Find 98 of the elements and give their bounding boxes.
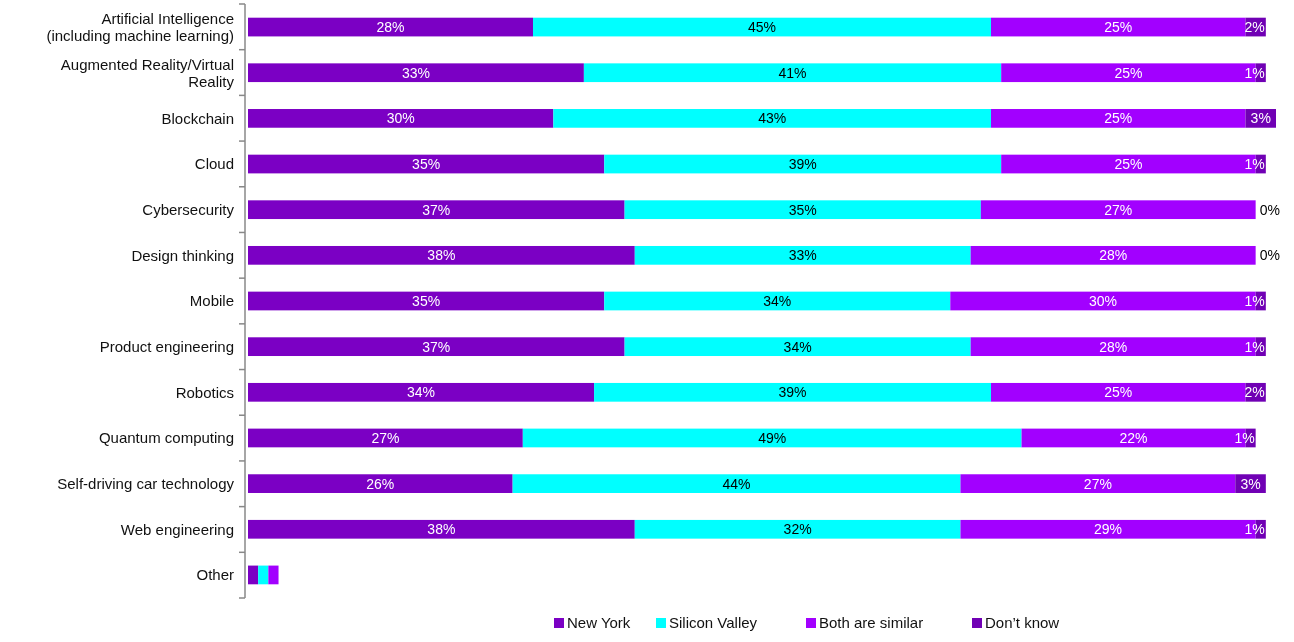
bar <box>604 154 1002 174</box>
bar <box>248 428 523 448</box>
bar <box>248 154 605 174</box>
data-label: 35% <box>788 201 817 218</box>
y-tick-label: Product engineering <box>99 337 234 355</box>
data-label: 25% <box>1104 384 1133 401</box>
data-label: 44% <box>722 475 751 492</box>
data-label: 2% <box>1244 384 1265 401</box>
data-label: 28% <box>376 18 405 35</box>
y-tick-label: Design thinking <box>131 246 234 264</box>
bar <box>624 337 971 357</box>
legend-label: Both are similar <box>819 614 924 631</box>
legend-label: New York <box>567 614 631 631</box>
data-label: 25% <box>1114 64 1143 81</box>
bar <box>980 200 1256 220</box>
bar <box>624 200 981 220</box>
bar <box>248 565 259 585</box>
data-label: 45% <box>747 18 777 35</box>
y-tick-label: Mobile <box>189 292 234 310</box>
bar <box>991 109 1246 128</box>
y-tick-label: Blockchain <box>161 109 234 127</box>
data-label: 1% <box>1244 64 1265 81</box>
y-tick-label: Robotics <box>175 383 234 401</box>
bar <box>634 519 961 539</box>
bar <box>970 245 1256 265</box>
bar <box>248 519 635 539</box>
y-tick-label: Cloud <box>194 155 234 173</box>
legend-label: Silicon Valley <box>669 614 758 631</box>
data-label: 27% <box>1104 201 1133 218</box>
bar <box>583 63 1002 83</box>
data-label: 26% <box>366 475 395 492</box>
data-label: 25% <box>1104 18 1133 35</box>
data-label: 3% <box>1250 110 1271 127</box>
y-tick-label: Web engineering <box>120 520 234 538</box>
bar <box>522 428 1022 448</box>
data-label: 39% <box>778 384 807 401</box>
data-label: 2% <box>1244 18 1265 35</box>
data-label: 35% <box>412 155 441 172</box>
data-label: 27% <box>371 429 400 446</box>
y-tick-label: Artificial Intelligence (including machine learning) <box>46 10 234 45</box>
bar <box>634 245 971 265</box>
bar <box>960 474 1236 493</box>
data-label: 43% <box>758 110 787 127</box>
data-label: 30% <box>1088 292 1117 309</box>
bar <box>991 382 1246 402</box>
bar <box>594 382 992 402</box>
data-label: 32% <box>783 521 812 538</box>
data-label: 1% <box>1244 155 1265 172</box>
data-label: 34% <box>763 292 792 309</box>
data-label: 34% <box>783 338 812 355</box>
y-tick-label: Self-driving car technology <box>57 474 235 492</box>
data-label: 1% <box>1244 338 1265 355</box>
bar <box>512 474 961 493</box>
data-label: 1% <box>1244 521 1265 538</box>
bar <box>248 63 584 83</box>
data-label: 30% <box>386 110 415 127</box>
bar <box>248 474 513 493</box>
bar <box>248 291 605 311</box>
data-label: 39% <box>788 155 817 172</box>
legend-label: Don’t know <box>985 614 1060 631</box>
data-label: 37% <box>422 338 451 355</box>
data-label: 38% <box>427 521 456 538</box>
y-tick-label: Augmented Reality/Virtual Reality <box>60 55 235 90</box>
bar <box>604 291 951 311</box>
data-label: 27% <box>1083 475 1112 492</box>
data-label: 3% <box>1240 475 1261 492</box>
data-label: 38% <box>427 247 456 264</box>
data-label: 41% <box>778 64 807 81</box>
bar <box>248 245 635 265</box>
data-label: 0% <box>1259 247 1280 264</box>
bar <box>248 337 625 357</box>
data-label: 33% <box>788 247 817 264</box>
bar <box>553 109 992 128</box>
data-label: 35% <box>412 292 441 309</box>
y-tick-label: Quantum computing <box>98 429 234 447</box>
y-tick-label: Other <box>196 566 234 584</box>
data-label: 1% <box>1234 429 1255 446</box>
bar <box>248 109 554 128</box>
bar <box>248 17 533 37</box>
bar <box>991 17 1246 37</box>
data-label: 29% <box>1094 521 1123 538</box>
data-label: 25% <box>1114 155 1143 172</box>
data-label: 33% <box>401 64 430 81</box>
data-label: 28% <box>1099 247 1128 264</box>
y-tick-label: Cybersecurity <box>142 200 235 218</box>
data-label: 1% <box>1244 292 1265 309</box>
data-label: 49% <box>758 429 787 446</box>
data-label: 0% <box>1259 201 1280 218</box>
bar <box>248 382 595 402</box>
data-label: 25% <box>1104 110 1133 127</box>
data-label: 22% <box>1119 429 1148 446</box>
data-label: 34% <box>407 384 436 401</box>
bar <box>268 565 279 585</box>
data-label: 28% <box>1099 338 1128 355</box>
bar <box>532 17 992 37</box>
data-label: 37% <box>422 201 451 218</box>
bar <box>248 200 625 220</box>
bar <box>258 565 269 585</box>
